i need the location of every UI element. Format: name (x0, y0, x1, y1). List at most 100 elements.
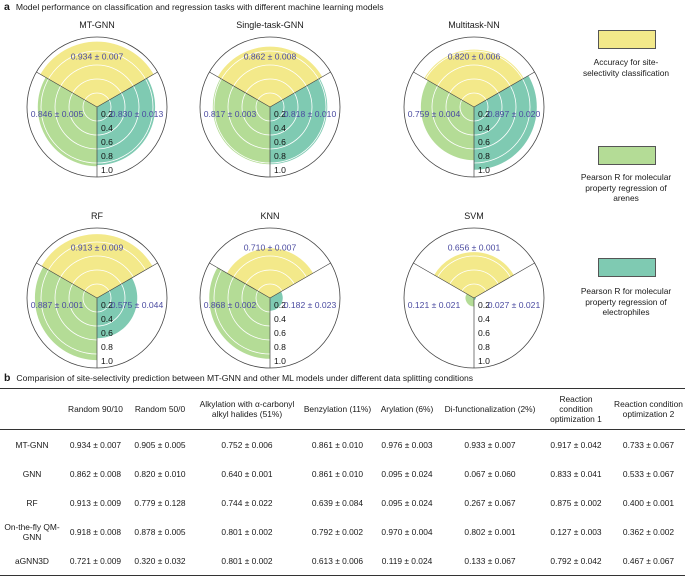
radar-value-label: 0.862 ± 0.008 (244, 52, 297, 62)
panel-a-letter: a (4, 1, 10, 13)
radar-tick-label: 0.4 (478, 123, 490, 133)
table-cell: 0.862 ± 0.008 (69, 468, 122, 479)
radar-charts: MT-GNN 0.2 0.4 0.6 0.8 1.0 0.934 ± 0.007 0.846 … (26, 20, 545, 369)
table-header-cell: Di-functionalization (2%) (440, 388, 540, 430)
radar-spoke (473, 262, 535, 299)
legend-swatch-accuracy (598, 30, 656, 49)
table-cell: 0.792 ± 0.002 (311, 526, 364, 537)
radar-tick-label: 0.4 (101, 123, 113, 133)
radar-chart: MT-GNN 0.2 0.4 0.6 0.8 1.0 0.934 ± 0.007 0.846 … (26, 20, 168, 178)
table-cell: 0.721 ± 0.009 (64, 546, 127, 576)
radar-title: Multitask-NN (448, 20, 500, 30)
table-body: MT-GNN 0.934 ± 0.007 0.905 ± 0.005 0.752 ± … (0, 430, 685, 576)
table-cell: 0.917 ± 0.042 (550, 439, 602, 450)
radar-spoke (36, 262, 98, 299)
table-cell: 0.733 ± 0.067 (622, 439, 675, 450)
radar-tick-label: 0.2 (101, 109, 113, 119)
radar-spoke (269, 71, 331, 108)
radar-value-label: 0.710 ± 0.007 (244, 243, 297, 253)
radar-tick-label: 0.4 (478, 314, 490, 324)
table-cell: 0.861 ± 0.010 (311, 468, 364, 479)
radar-spoke (473, 71, 535, 108)
table-cell: 0.801 ± 0.002 (193, 546, 301, 576)
table-row: GNN 0.862 ± 0.008 0.820 ± 0.010 0.640 ± 0.0… (0, 459, 685, 488)
table-header-cell (0, 388, 64, 430)
radar-value-label: 0.027 ± 0.021 (488, 300, 541, 310)
table-row: On-the-fly QM-GNN 0.918 ± 0.008 0.878 ± 0.… (0, 517, 685, 546)
table-cell: 0.752 ± 0.006 (221, 439, 273, 450)
table-cell: 0.905 ± 0.005 (134, 439, 186, 450)
radar-tick-label: 0.6 (101, 328, 113, 338)
table-cell: 0.779 ± 0.128 (134, 497, 186, 508)
radar-value-label: 0.820 ± 0.006 (448, 52, 501, 62)
table-cell: 0.861 ± 0.010 (311, 439, 364, 450)
radar-tick-label: 1.0 (274, 165, 286, 175)
radar-value-label: 0.121 ± 0.021 (408, 300, 461, 310)
legend-swatch-electrophiles (598, 258, 656, 277)
legend-label-electrophiles: Pearson R for molecular property regress… (580, 286, 672, 317)
table-cell: 0.400 ± 0.001 (622, 497, 675, 508)
table-header-cell: Arylation (6%) (374, 388, 440, 430)
table-cell: 0.875 ± 0.002 (550, 497, 602, 508)
radar-tick-label: 0.8 (274, 151, 286, 161)
table-cell: 0.802 ± 0.001 (464, 526, 516, 537)
radar-value-label: 0.830 ± 0.013 (111, 109, 164, 119)
table-cell: 0.095 ± 0.024 (381, 497, 433, 508)
radar-tick-label: 0.6 (478, 328, 490, 338)
radar-tick-label: 0.6 (478, 137, 490, 147)
radar-sector (40, 41, 154, 107)
radar-tick-label: 0.4 (274, 123, 286, 133)
radar-value-label: 0.913 ± 0.009 (71, 243, 124, 253)
table-cell: 0.913 ± 0.009 (69, 497, 122, 508)
radar-tick-label: 0.2 (478, 300, 490, 310)
table-cell: 0.133 ± 0.067 (440, 546, 540, 576)
table-cell: 0.744 ± 0.022 (221, 497, 273, 508)
radar-tick-label: 1.0 (478, 165, 490, 175)
radar-tick-label: 0.8 (101, 151, 113, 161)
table-row: aGNN3D 0.721 ± 0.009 0.320 ± 0.032 0.801 ± … (0, 546, 685, 576)
radar-tick-label: 0.2 (274, 300, 286, 310)
table-cell: 0.970 ± 0.004 (381, 526, 433, 537)
radar-tick-label: 0.2 (478, 109, 490, 119)
radar-spoke (96, 262, 158, 299)
table-row-label: aGNN3D (0, 546, 64, 576)
radar-tick-label: 0.8 (274, 342, 286, 352)
table-cell: 0.820 ± 0.010 (134, 468, 186, 479)
radar-tick-label: 1.0 (101, 165, 113, 175)
panel-b-title: Comparision of site-selectivity predicti… (16, 373, 474, 383)
radar-spoke (96, 71, 158, 108)
radar-value-label: 0.934 ± 0.007 (71, 52, 124, 62)
table-header-cell: Reaction condition optimization 2 (612, 388, 685, 430)
radar-value-label: 0.897 ± 0.020 (488, 109, 541, 119)
panel-a-title: Model performance on classification and … (15, 2, 384, 12)
radar-spoke (269, 262, 331, 299)
radar-tick-label: 0.4 (274, 314, 286, 324)
legend-swatch-arenes (598, 146, 656, 165)
radar-chart: SVM 0.2 0.4 0.6 0.8 1.0 0.656 ± 0.001 0.121 ± 0… (403, 211, 545, 369)
table-cell: 0.934 ± 0.007 (69, 439, 122, 450)
table-row-label: On-the-fly QM-GNN (4, 521, 60, 542)
table-cell: 0.833 ± 0.041 (550, 468, 602, 479)
radar-tick-label: 0.6 (274, 137, 286, 147)
table-cell: 0.095 ± 0.024 (381, 468, 433, 479)
legend-label-accuracy: Accuracy for site-selectivity classifica… (582, 57, 670, 78)
table-cell: 0.467 ± 0.067 (612, 546, 685, 576)
radar-spoke (413, 71, 475, 108)
panel-b-header: b Comparision of site-selectivity predict… (4, 372, 473, 384)
radar-value-label: 0.759 ± 0.004 (408, 109, 461, 119)
radar-chart: Single-task-GNN 0.2 0.4 0.6 0.8 1.0 0.862 ± 0.… (199, 20, 341, 178)
radar-value-label: 0.887 ± 0.001 (31, 300, 84, 310)
radar-spoke (36, 71, 98, 108)
radar-title: RF (91, 211, 103, 221)
radar-value-label: 0.182 ± 0.023 (284, 300, 337, 310)
table-cell: 0.976 ± 0.003 (381, 439, 433, 450)
table-cell: 0.127 ± 0.003 (550, 526, 602, 537)
radar-value-label: 0.868 ± 0.002 (204, 300, 257, 310)
table-cell: 0.801 ± 0.002 (221, 526, 273, 537)
table-row-label: MT-GNN (15, 439, 49, 450)
table-cell: 0.362 ± 0.002 (622, 526, 675, 537)
table-cell: 0.067 ± 0.060 (464, 468, 516, 479)
legend-label-arenes: Pearson R for molecular property regress… (580, 172, 672, 203)
table-cell: 0.918 ± 0.008 (69, 526, 122, 537)
radar-value-label: 0.817 ± 0.003 (204, 109, 257, 119)
